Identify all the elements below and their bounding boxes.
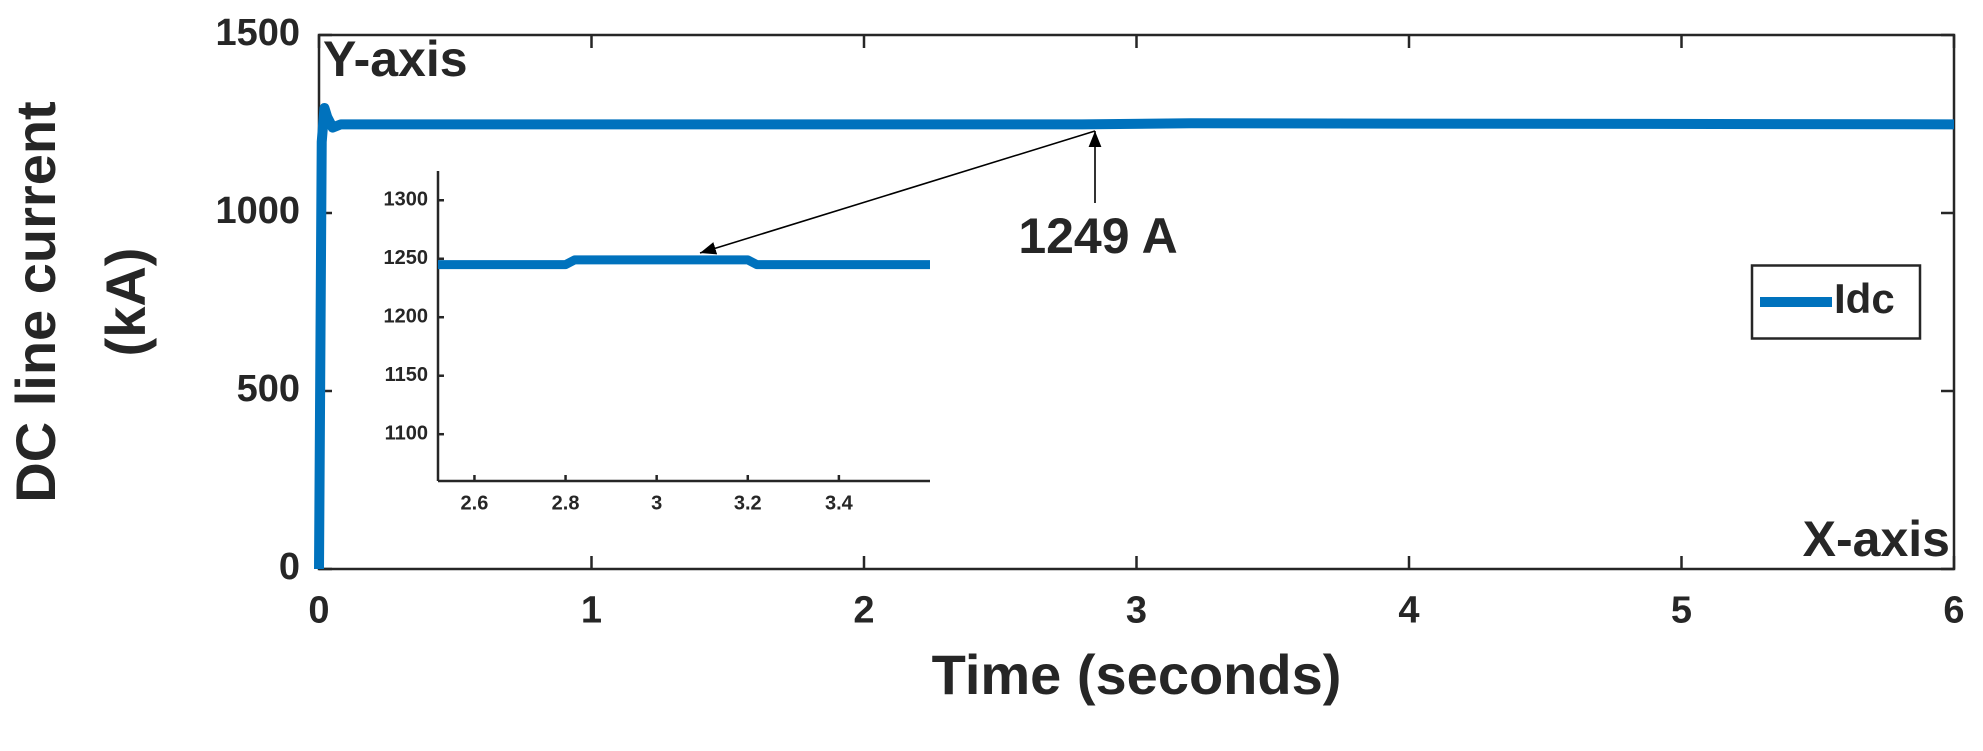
x-tick-label: 2	[853, 590, 874, 632]
x-axis-title: Time (seconds)	[932, 643, 1342, 706]
x-tick-label: 1	[581, 590, 602, 632]
y-tick-label: 1250	[384, 247, 429, 269]
y-tick-label: 0	[279, 546, 300, 588]
annotation: Y-axis	[323, 31, 468, 87]
y-tick-label: 1000	[215, 190, 300, 232]
x-tick-label: 3	[651, 492, 662, 514]
x-tick-label: 2.6	[461, 492, 489, 514]
x-tick-label: 6	[1943, 590, 1964, 632]
y-tick-label: 1300	[384, 189, 429, 211]
x-tick-label: 2.8	[552, 492, 580, 514]
y-axis-title: DC line current	[4, 101, 67, 502]
data-line	[438, 255, 930, 270]
y-tick-label: 1500	[215, 12, 300, 54]
x-tick-label: 4	[1398, 590, 1419, 632]
annotation: 1249 A	[1018, 208, 1177, 264]
y-tick-label: 1100	[385, 422, 428, 444]
x-tick-label: 3.2	[734, 492, 762, 514]
plot-frame	[317, 33, 1956, 571]
x-tick-label: 5	[1671, 590, 1692, 632]
y-tick-label: 1200	[384, 306, 429, 328]
legend-label: Idc	[1834, 275, 1895, 322]
x-tick-label: 3	[1126, 590, 1147, 632]
x-tick-label: 3.4	[825, 492, 854, 514]
annotation-arrow	[699, 130, 1096, 255]
x-tick-label: 0	[308, 590, 329, 632]
y-tick-label: 500	[237, 368, 300, 410]
annotation: X-axis	[1803, 511, 1950, 567]
y-axis-title: (kA)	[94, 248, 157, 357]
y-tick-label: 1150	[385, 364, 428, 386]
data-line	[314, 102, 1955, 570]
